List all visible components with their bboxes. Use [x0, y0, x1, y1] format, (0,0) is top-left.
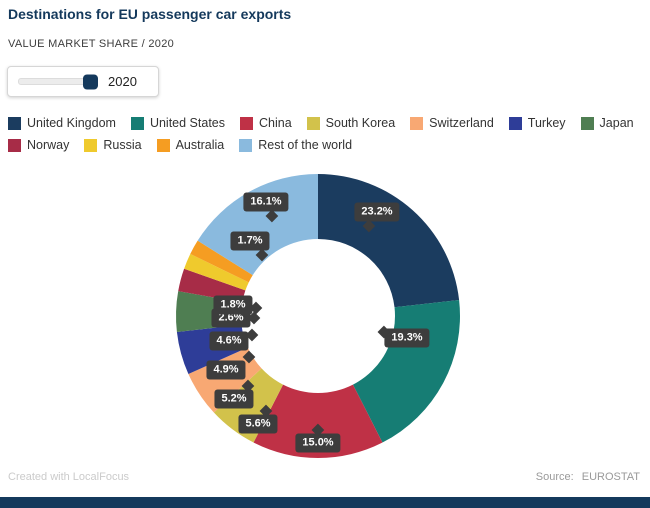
year-slider[interactable]: 2020	[7, 66, 159, 97]
source-value: EUROSTAT	[581, 471, 640, 483]
legend-label: United States	[149, 116, 225, 130]
legend-swatch	[306, 116, 320, 130]
legend-item-rest-of-the-world[interactable]: Rest of the world	[239, 138, 352, 152]
legend-item-norway[interactable]: Norway	[8, 138, 69, 152]
slice-value-text: 19.3%	[391, 331, 423, 344]
slice-value-label-south-korea: 5.6%	[238, 404, 278, 434]
legend-item-united-states[interactable]: United States	[130, 116, 225, 130]
slice-value-label-rest-of-the-world: 16.1%	[243, 192, 289, 222]
legend-item-russia[interactable]: Russia	[84, 138, 142, 152]
slice-united-kingdom[interactable]	[318, 174, 460, 308]
source: Source: EUROSTAT	[536, 471, 640, 483]
source-label: Source:	[535, 471, 574, 483]
slice-russia[interactable]	[184, 253, 249, 291]
slice-value-label-united-states: 19.3%	[377, 325, 430, 348]
legend-swatch	[410, 116, 424, 130]
legend-swatch	[156, 138, 170, 152]
slice-value-text: 23.2%	[361, 205, 393, 218]
legend-item-australia[interactable]: Australia	[156, 138, 225, 152]
page-title: Destinations for EU passenger car export…	[8, 6, 292, 22]
legend-label: Norway	[27, 138, 70, 152]
credit: Created with LocalFocus	[8, 471, 130, 483]
legend-swatch	[240, 116, 253, 130]
legend-label: Japan	[599, 116, 634, 130]
slice-value-label-switzerland: 5.2%	[214, 379, 255, 409]
slice-value-label-russia: 1.8%	[213, 295, 263, 315]
legend-swatch	[84, 138, 98, 152]
bottom-bar	[0, 497, 650, 508]
legend-swatch	[130, 116, 144, 130]
legend-label: United Kingdom	[27, 116, 116, 130]
legend-label: Switzerland	[429, 116, 494, 130]
legend-item-china[interactable]: China	[240, 116, 292, 130]
legend-swatch	[8, 138, 21, 152]
slice-value-text: 16.1%	[250, 195, 282, 208]
slider-track[interactable]	[18, 74, 98, 89]
slice-value-label-australia: 1.7%	[230, 231, 270, 261]
chart-subtitle: VALUE MARKET SHARE / 2020	[8, 38, 175, 50]
slice-value-label-china: 15.0%	[295, 423, 341, 453]
legend-swatch	[8, 116, 21, 130]
slice-value-text: 1.7%	[237, 234, 263, 247]
slice-value-text: 4.9%	[213, 363, 239, 376]
legend-label: Russia	[103, 138, 142, 152]
slice-value-text: 5.6%	[245, 417, 271, 430]
slice-value-text: 5.2%	[221, 392, 247, 405]
slice-value-text: 2.6%	[218, 311, 244, 324]
slice-value-label-turkey: 4.9%	[206, 350, 256, 380]
slice-value-text: 1.8%	[220, 298, 246, 311]
slice-united-states[interactable]	[352, 299, 460, 443]
legend-label: South Korea	[325, 116, 396, 130]
legend-item-united-kingdom[interactable]: United Kingdom	[8, 116, 116, 130]
legend-item-south-korea[interactable]: South Korea	[306, 116, 396, 130]
legend-item-switzerland[interactable]: Switzerland	[410, 116, 494, 130]
slice-value-text: 15.0%	[302, 436, 334, 449]
legend-swatch	[239, 138, 253, 152]
legend-swatch	[508, 116, 522, 130]
legend-label: Rest of the world	[258, 138, 353, 152]
slice-australia[interactable]	[190, 240, 253, 283]
slice-china[interactable]	[253, 384, 383, 458]
slice-value-text: 4.6%	[216, 334, 242, 347]
legend-item-japan[interactable]: Japan	[580, 116, 634, 130]
slider-handle[interactable]	[83, 74, 98, 89]
legend-label: China	[259, 116, 292, 130]
slice-value-label-united-kingdom: 23.2%	[354, 202, 400, 232]
legend: United Kingdom United States China South Ko…	[8, 116, 634, 152]
legend-label: Australia	[175, 138, 225, 152]
legend-label: Turkey	[527, 116, 566, 130]
slice-value-label-japan: 4.6%	[209, 328, 259, 351]
slice-norway[interactable]	[178, 268, 246, 303]
legend-item-turkey[interactable]: Turkey	[508, 116, 566, 130]
legend-swatch	[580, 116, 594, 130]
slider-value: 2020	[108, 74, 137, 89]
